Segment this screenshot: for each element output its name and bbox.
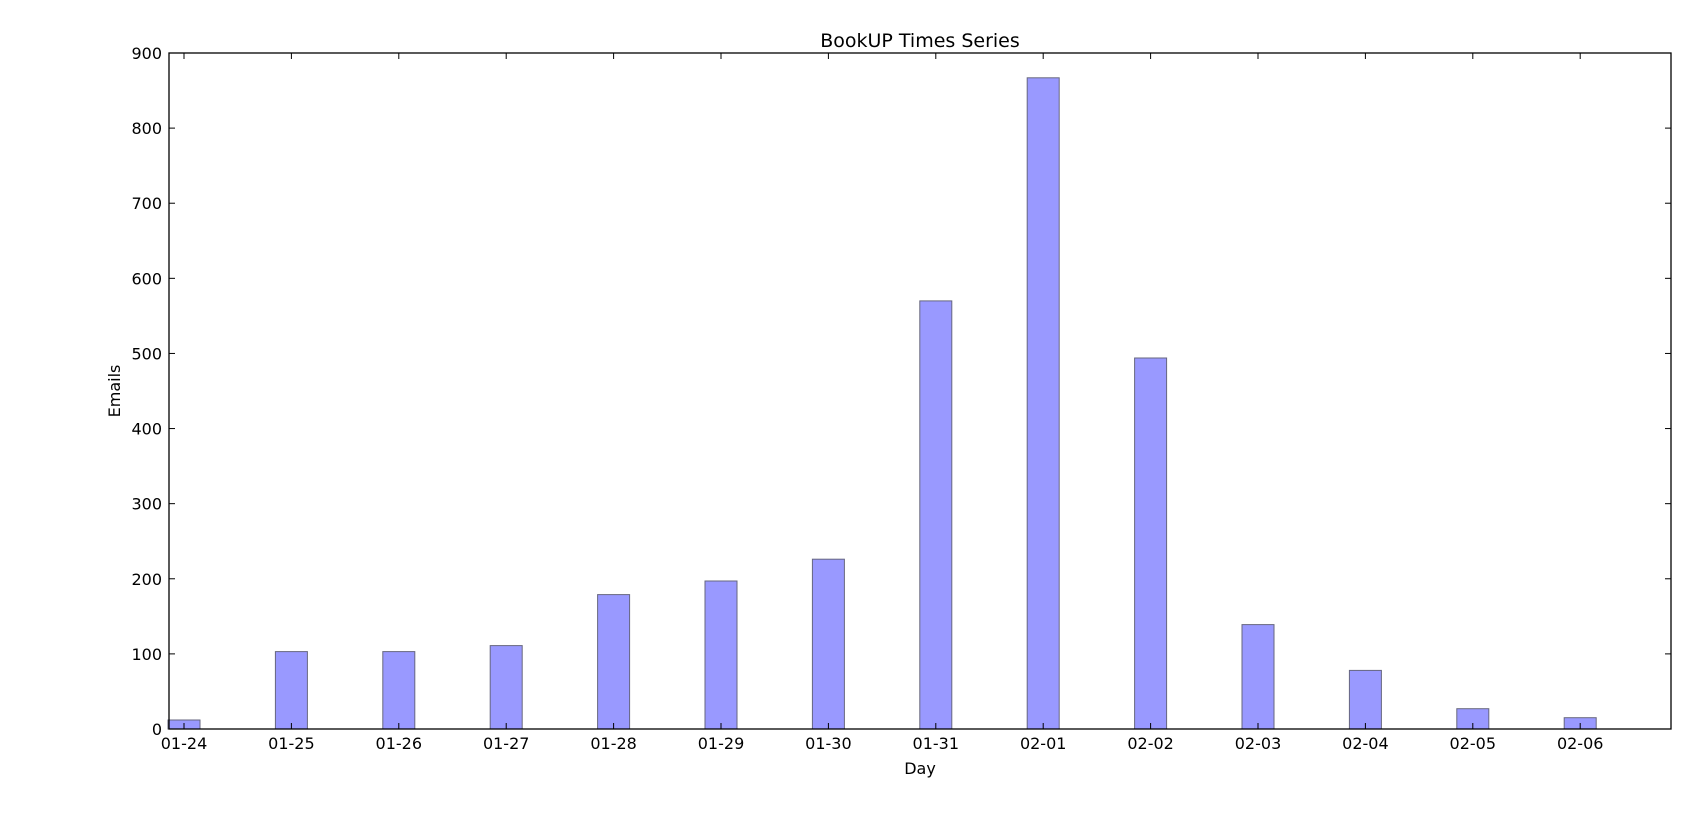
x-tick-label-01-27: 01-27 <box>483 734 530 753</box>
x-tick-label-01-31: 01-31 <box>913 734 960 753</box>
y-tick-label-300: 300 <box>131 495 162 514</box>
bars-group <box>167 77 1597 730</box>
x-tick-label-01-24: 01-24 <box>161 734 208 753</box>
x-tick-label-02-06: 02-06 <box>1557 734 1604 753</box>
y-tick-label-700: 700 <box>131 194 162 213</box>
y-tick-label-0: 0 <box>152 720 162 739</box>
x-tick-label-02-01: 02-01 <box>1020 734 1067 753</box>
bar-02-03 <box>1241 624 1275 730</box>
x-tick-label-01-25: 01-25 <box>268 734 315 753</box>
bar-01-31 <box>919 300 953 730</box>
y-axis-label: Emails <box>105 365 124 418</box>
y-tick-label-200: 200 <box>131 570 162 589</box>
y-tick-labels: 0 100 200 300 400 500 600 700 800 900 <box>131 44 162 739</box>
x-tick-label-01-26: 01-26 <box>376 734 423 753</box>
chart-title: BookUP Times Series <box>820 30 1020 52</box>
x-tick-label-02-05: 02-05 <box>1450 734 1497 753</box>
y-tick-label-900: 900 <box>131 44 162 63</box>
bar-01-30 <box>811 558 845 730</box>
y-tick-label-100: 100 <box>131 645 162 664</box>
x-tick-label-01-28: 01-28 <box>590 734 637 753</box>
x-tick-labels: 01-24 01-25 01-26 01-27 01-28 01-29 01-30 01-31… <box>161 734 1604 753</box>
bar-02-04 <box>1348 669 1382 730</box>
plot-frame <box>168 52 1672 730</box>
y-tick-label-800: 800 <box>131 119 162 138</box>
x-tick-label-02-02: 02-02 <box>1127 734 1174 753</box>
x-tick-label-01-29: 01-29 <box>698 734 745 753</box>
bar-01-26 <box>382 651 416 730</box>
bar-01-27 <box>489 645 523 730</box>
bar-01-29 <box>704 580 738 730</box>
bar-02-02 <box>1134 357 1168 730</box>
x-axis-label: Day <box>904 759 936 778</box>
x-tick-label-01-30: 01-30 <box>805 734 852 753</box>
y-tick-label-500: 500 <box>131 344 162 363</box>
bar-01-25 <box>274 651 308 730</box>
x-tick-label-02-03: 02-03 <box>1235 734 1282 753</box>
x-tick-label-02-04: 02-04 <box>1342 734 1389 753</box>
y-tick-label-400: 400 <box>131 420 162 439</box>
bar-01-28 <box>597 594 631 730</box>
y-tick-label-600: 600 <box>131 269 162 288</box>
bar-02-01 <box>1026 77 1060 730</box>
